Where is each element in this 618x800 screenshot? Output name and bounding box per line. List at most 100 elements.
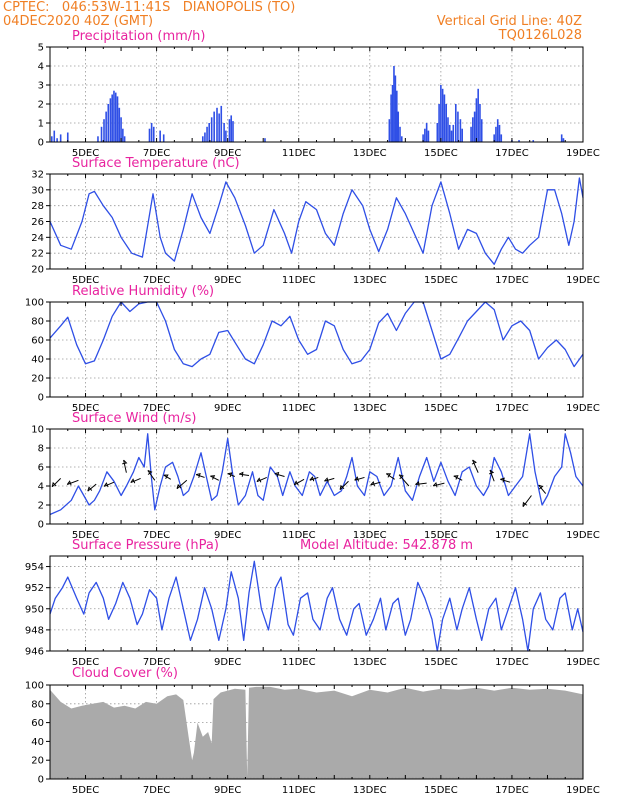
y-tick-label: 28 (31, 201, 44, 212)
precip-bar (159, 130, 161, 142)
x-tick-label: 17DEC (495, 275, 529, 286)
wind-arrow-head (66, 480, 72, 486)
precip-bar (97, 136, 99, 142)
header-location: CPTEC: 046:53W-11:41S DIANOPOLIS (TO) (3, 0, 296, 15)
y-tick-label: 4 (38, 482, 44, 493)
x-tick-label: 5DEC (72, 403, 99, 414)
y-tick-label: 3 (38, 81, 44, 92)
y-tick-label: 946 (25, 647, 44, 658)
precip-bar (218, 113, 220, 142)
y-tick-label: 2 (38, 100, 44, 111)
precip-bar (560, 134, 563, 142)
x-tick-label: 7DEC (143, 403, 170, 414)
y-tick-label: 0 (38, 138, 44, 149)
precip-bar (204, 132, 206, 142)
y-tick-label: 954 (25, 562, 44, 573)
wind-arrow-head (309, 476, 315, 482)
wind-arrow-shaft (522, 495, 532, 508)
y-tick-label: 20 (31, 756, 44, 767)
precip-bar (107, 104, 110, 142)
panel-3: 0 20 40 60 80 100 5DEC 7DEC 9DEC 11DEC 13DEC 15DEC 1… (25, 284, 600, 414)
wind-arrow-shaft (103, 481, 115, 487)
x-tick-label: 5DEC (72, 530, 99, 541)
precip-bar (56, 138, 58, 142)
precip-bar (427, 130, 430, 142)
y-tick-label: 8 (38, 444, 44, 455)
wind-arrow-head (398, 474, 404, 480)
wind-arrow-shaft (196, 474, 205, 478)
y-tick-label: 952 (25, 583, 44, 594)
precip-bar (496, 119, 499, 142)
x-tick-label: 19DEC (566, 657, 600, 668)
wind-arrow-head (210, 475, 216, 480)
wind-arrow-head (103, 482, 109, 488)
x-tick-label: 19DEC (566, 148, 600, 159)
precip-bar (441, 88, 444, 142)
precip-bar (228, 119, 231, 142)
precip-bar (518, 140, 520, 142)
precip-bar (100, 126, 103, 142)
wind-arrow-shaft (239, 473, 250, 477)
x-tick-label: 13DEC (353, 657, 387, 668)
panel-title: Cloud Cover (%) (72, 666, 178, 681)
x-tick-label: 7DEC (143, 148, 170, 159)
precip-bar (59, 134, 62, 142)
wind-arrow-shaft (123, 459, 127, 473)
wind-arrow-shaft (87, 483, 97, 492)
panel-5: 946 948 950 952 954 5DEC 7DEC 9DEC 11DEC 13DEC 15D… (25, 538, 600, 668)
precip-bar (223, 123, 225, 142)
x-tick-label: 17DEC (495, 657, 529, 668)
precip-bar (397, 111, 400, 142)
panel-title: Precipitation (mm/h) (72, 29, 205, 44)
x-tick-label: 17DEC (495, 148, 529, 159)
precip-bar (424, 128, 426, 142)
x-tick-label: 7DEC (143, 275, 170, 286)
precip-bar (454, 104, 457, 142)
y-tick-label: 6 (38, 463, 44, 474)
precip-bar (473, 111, 476, 142)
series-line (49, 560, 584, 652)
wind-arrow-shaft (415, 482, 427, 486)
x-tick-label: 11DEC (282, 403, 316, 414)
precip-bar (495, 126, 497, 142)
wind-arrow-head (339, 484, 345, 490)
precip-bar (562, 138, 565, 142)
precip-bar (480, 119, 483, 142)
x-tick-label: 9DEC (214, 275, 241, 286)
x-tick-label: 15DEC (424, 403, 458, 414)
precip-bar (232, 121, 234, 142)
precip-bar (220, 105, 223, 142)
y-tick-label: 100 (25, 681, 44, 692)
wind-arrow-head (538, 484, 544, 490)
precip-bar (105, 111, 107, 142)
header-model: TQ0126L028 (498, 28, 582, 43)
precip-bar (500, 134, 503, 142)
x-tick-label: 13DEC (353, 403, 387, 414)
precip-bar (399, 126, 401, 142)
wind-arrow-head (87, 486, 93, 492)
wind-arrow-head (471, 459, 477, 465)
wind-arrow-shaft (294, 478, 305, 486)
precip-bar (216, 107, 218, 142)
wind-arrow-head (176, 483, 182, 489)
wind-arrow-shaft (176, 479, 188, 490)
precip-bar (210, 117, 213, 142)
y-tick-label: 0 (38, 775, 44, 786)
precip-bar (394, 75, 397, 142)
precip-bar (457, 111, 459, 142)
wind-arrow-shaft (453, 475, 463, 481)
y-tick-label: 948 (25, 625, 44, 636)
wind-arrow-head (51, 481, 57, 487)
x-tick-label: 5DEC (72, 785, 99, 796)
x-tick-label: 13DEC (353, 530, 387, 541)
precip-bar (498, 124, 501, 142)
x-tick-label: 5DEC (72, 275, 99, 286)
wind-arrow-head (147, 470, 153, 475)
wind-arrow-head (227, 472, 233, 478)
wind-arrow-shaft (433, 482, 445, 487)
precip-bar (111, 94, 113, 142)
precip-bar (422, 134, 424, 142)
x-tick-label: 7DEC (143, 657, 170, 668)
y-tick-label: 80 (31, 317, 44, 328)
precip-bar (448, 124, 451, 142)
